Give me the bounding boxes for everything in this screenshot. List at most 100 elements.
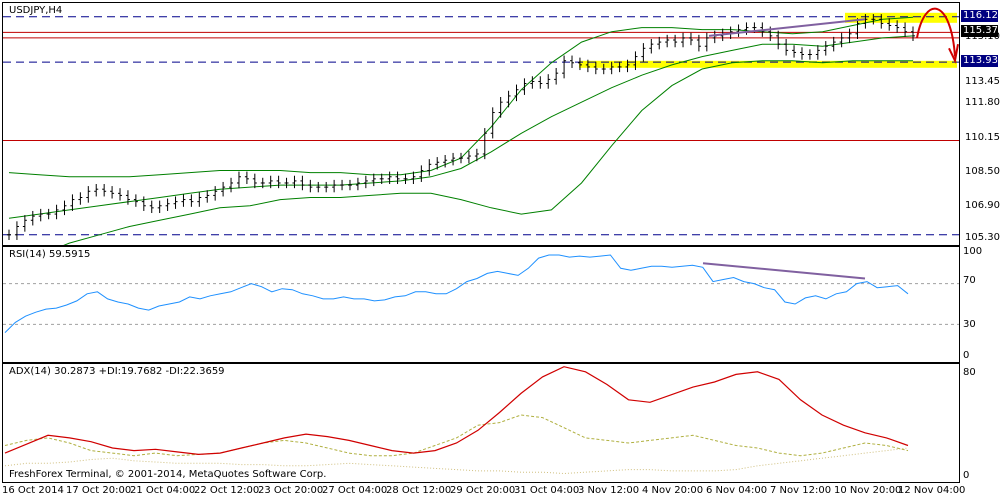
price-bar [118,188,123,201]
support-price-tag: 113.93 [961,55,998,67]
price-bar [633,51,638,71]
price-bar [276,175,281,189]
price-bar [823,41,828,56]
price-bar [300,175,305,191]
time-tick: 17 Oct 20:00 [66,485,132,496]
price-bar [562,55,567,79]
price-bar [831,36,836,52]
price-trendline [708,18,866,37]
price-bar [498,96,503,118]
rsi-trendline [702,262,866,280]
price-bar [197,192,202,207]
price-bar [459,152,463,164]
price-bar [308,179,313,193]
price-panel-title: USDJPY,H4 [9,5,63,16]
price-bar [514,84,519,102]
time-tick: 21 Oct 04:00 [130,485,196,496]
price-bar [903,22,908,37]
price-bar [585,59,590,73]
time-tick: 16 Oct 2014 [2,485,64,496]
rsi-tick: 30 [963,319,976,330]
adx-tick: 80 [963,367,976,378]
rsi-chart [3,254,959,333]
price-bar [681,32,686,48]
price-bar [601,63,606,75]
price-bar [221,181,226,197]
resistance-price-tag: 116.12 [961,10,998,22]
price-bar [419,165,424,182]
price-bar [78,192,83,205]
price-bar [665,34,670,48]
price-bar [641,43,646,62]
price-bar [427,159,432,176]
rsi-panel[interactable]: RSI(14) 59.5915 [2,246,960,363]
price-bar [895,20,900,33]
price-bar [189,194,194,207]
price-bar [577,57,582,71]
price-bar [22,215,27,232]
bollinger-middle-band [8,35,914,219]
price-bar [443,155,448,168]
price-bar [696,34,701,52]
adx-chart [4,366,909,475]
rsi-tick: 100 [963,246,983,257]
price-bar [887,18,892,31]
price-tick: 111.80 [965,97,1000,108]
price-bar [340,179,345,191]
adx-panel[interactable]: ADX(14) 30.2873 +DI:19.7682 -DI:22.3659 … [2,363,960,483]
price-tick: 113.45 [965,76,1000,87]
price-bar [54,204,59,220]
price-bar [784,38,789,56]
price-bar [332,179,337,193]
time-tick: 31 Oct 04:00 [514,485,580,496]
price-bar [649,38,654,54]
forecast-arrow-head [948,43,959,64]
price-bar [617,61,622,73]
price-panel[interactable]: USDJPY,H4 [2,2,960,246]
time-axis: 16 Oct 2014 17 Oct 20:00 21 Oct 04:00 22 Oc… [0,483,1000,500]
rsi-line [4,254,909,333]
price-bar [102,184,107,197]
price-bar [244,171,249,185]
time-tick: 10 Nov 20:00 [834,485,902,496]
price-bar [141,196,146,211]
price-bar [554,67,559,85]
forecast-arrow [916,7,956,57]
price-bar [229,177,234,193]
current-price-tag: 115.37 [961,25,998,37]
price-bar [236,171,241,189]
time-tick: 12 Nov 04:00 [898,485,966,496]
price-bar [110,186,115,199]
price-bar [490,107,495,139]
adx-line [4,366,909,456]
price-bar [403,173,408,185]
price-bar [506,90,511,108]
price-bar [593,61,598,75]
time-tick: 3 Nov 12:00 [578,485,640,496]
price-bar [530,76,535,89]
time-tick: 4 Nov 20:00 [642,485,704,496]
price-bar [38,208,43,222]
price-bar [474,148,479,162]
price-bar [466,150,471,164]
time-tick: 29 Oct 20:00 [450,485,516,496]
time-tick: 27 Oct 04:00 [322,485,388,496]
time-tick: 22 Oct 12:00 [194,485,260,496]
price-bar [7,229,11,240]
price-bar [673,34,678,48]
price-bar [482,128,487,160]
time-tick: 7 Nov 12:00 [770,485,832,496]
adx-panel-title: ADX(14) 30.2873 +DI:19.7682 -DI:22.3659 [9,366,225,377]
bollinger-upper-band [8,16,914,178]
price-bar [205,190,210,203]
price-bar [609,61,614,75]
price-bar [363,175,368,189]
rsi-tick: 0 [963,350,970,361]
price-bar [347,179,352,191]
price-bar [133,194,138,207]
price-bar [847,28,852,44]
price-bar [46,208,51,220]
price-bar [625,59,630,73]
time-tick: 6 Nov 04:00 [706,485,768,496]
adx-tick: 0 [963,470,970,481]
